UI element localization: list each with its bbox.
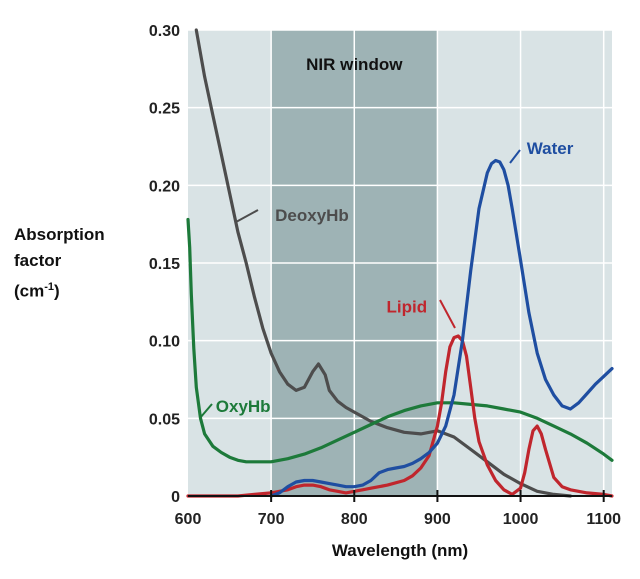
- series-label-deoxyhb: DeoxyHb: [275, 206, 349, 225]
- y-axis-unit-exponent: -1: [44, 281, 55, 293]
- y-axis-ticks: 0 0.05 0.10 0.15 0.20 0.25 0.30: [149, 23, 180, 506]
- y-axis-label-line3: (cm-1): [14, 274, 132, 305]
- series-label-water: Water: [527, 139, 574, 158]
- y-axis-unit-prefix: (cm: [14, 281, 45, 301]
- series-line-oxyhb: [186, 217, 614, 464]
- y-tick-label: 0.25: [149, 101, 180, 118]
- y-tick-label: 0: [171, 489, 180, 506]
- x-tick-label: 1000: [503, 511, 539, 528]
- leader-lipid: [439, 299, 456, 329]
- series-line-lipid: [186, 334, 614, 498]
- y-tick-label: 0.30: [149, 23, 180, 40]
- x-axis-label: Wavelength (nm): [332, 541, 468, 560]
- y-axis-unit-suffix: ): [54, 281, 60, 301]
- y-axis-label-line2: factor: [14, 251, 62, 270]
- x-tick-label: 600: [175, 511, 202, 528]
- series-line-water: [269, 158, 614, 498]
- y-axis-label: Absorption factor (cm-1): [14, 222, 132, 305]
- series-label-oxyhb: OxyHb: [216, 397, 271, 416]
- leader-deoxyhb: [235, 209, 259, 223]
- y-tick-label: 0.20: [149, 178, 180, 195]
- x-tick-label: 700: [258, 511, 285, 528]
- x-tick-label: 800: [341, 511, 368, 528]
- series-line-deoxyhb: [194, 28, 572, 498]
- y-axis-label-line1: Absorption: [14, 225, 105, 244]
- series-layer: [186, 28, 614, 498]
- series-labels: DeoxyHb OxyHb Lipid Water: [199, 139, 574, 419]
- y-tick-label: 0.05: [149, 411, 180, 428]
- y-tick-label: 0.10: [149, 334, 180, 351]
- y-tick-label: 0.15: [149, 256, 180, 273]
- x-tick-label: 1100: [586, 511, 621, 528]
- leader-oxyhb: [199, 403, 213, 419]
- leader-water: [509, 149, 521, 164]
- series-label-lipid: Lipid: [386, 297, 427, 316]
- x-axis: 600 700 800 900 1000 1100: [175, 490, 621, 528]
- x-tick-label: 900: [424, 511, 451, 528]
